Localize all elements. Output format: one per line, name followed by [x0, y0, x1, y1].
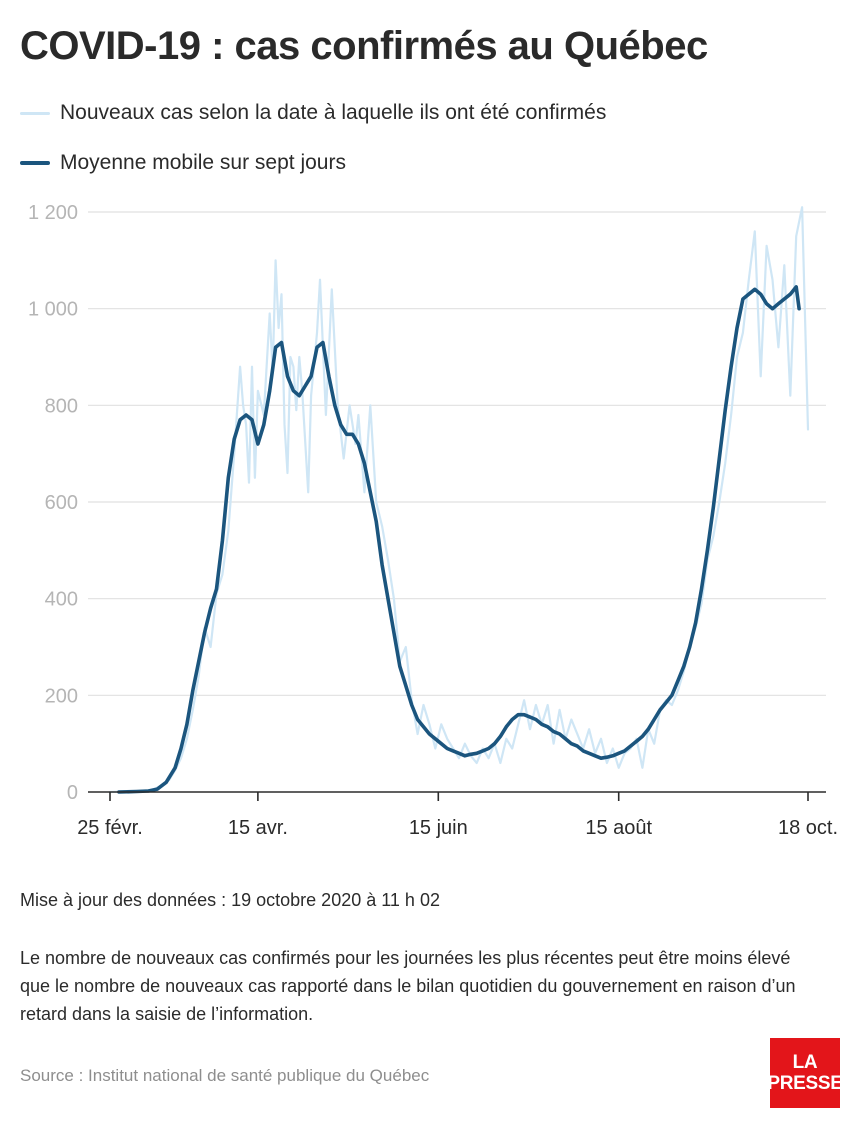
legend-label-daily-cases: Nouveaux cas selon la date à laquelle il…	[60, 101, 607, 124]
y-tick-label: 600	[45, 492, 78, 514]
legend-label-moving-average: Moyenne mobile sur sept jours	[60, 151, 346, 174]
series-line-moving-average	[117, 285, 801, 794]
chart-title: COVID-19 : cas confirmés au Québec	[20, 24, 708, 68]
y-tick-label: 0	[67, 782, 78, 804]
la-presse-logo: LA PRESSE	[767, 1038, 843, 1108]
legend-item-daily-cases: Nouveaux cas selon la date à laquelle il…	[20, 98, 606, 128]
x-tick-label: 15 avr.	[228, 817, 288, 839]
gridlines	[88, 211, 826, 696]
y-tick-labels: 0 200 400 600 800 1 000 1 200	[28, 202, 78, 804]
legend-swatch-daily-cases	[20, 111, 50, 115]
chart-plot: 0 200 400 600 800 1 000 1 200 25 févr. 15 avr. 1…	[28, 202, 838, 839]
source-note: Source : Institut national de santé publ…	[20, 1066, 430, 1085]
x-axis: 25 févr. 15 avr. 15 juin 15 août 18 oct.	[77, 791, 838, 839]
logo-line-1: LA	[792, 1052, 818, 1073]
y-tick-label: 800	[45, 395, 78, 417]
y-tick-label: 1 000	[28, 299, 78, 321]
series-lines	[108, 206, 810, 794]
legend-swatch-moving-average	[20, 161, 50, 165]
legend-item-moving-average: Moyenne mobile sur sept jours	[20, 148, 346, 178]
logo-line-2: PRESSE	[767, 1073, 843, 1094]
series-line-daily-cases	[108, 206, 810, 794]
data-disclaimer: Le nombre de nouveaux cas confirmés pour…	[20, 948, 796, 1024]
x-tick-label: 18 oct.	[778, 817, 838, 839]
x-tick-label: 15 août	[585, 817, 652, 839]
y-tick-label: 400	[45, 589, 78, 611]
x-tick-label: 15 juin	[409, 817, 468, 839]
x-tick-label: 25 févr.	[77, 817, 143, 839]
y-tick-label: 1 200	[28, 202, 78, 224]
y-tick-label: 200	[45, 685, 78, 707]
update-timestamp: Mise à jour des données : 19 octobre 202…	[20, 890, 440, 910]
